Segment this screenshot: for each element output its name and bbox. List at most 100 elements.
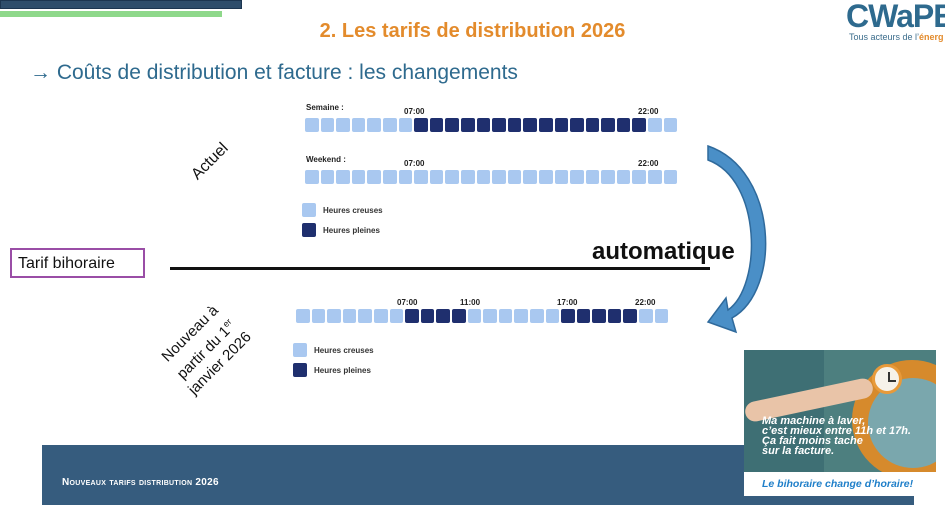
weekday-hours-row <box>305 118 677 132</box>
weekday-hour-cell-21 <box>632 118 646 132</box>
cwape-logo: CWaPE Tous acteurs de l’énerg <box>846 2 945 42</box>
weekday-hour-cell-22 <box>648 118 662 132</box>
weekday-hour-cell-7 <box>414 118 428 132</box>
weekday-hour-cell-10 <box>461 118 475 132</box>
weekday-hour-cell-5 <box>383 118 397 132</box>
weekend-hour-cell-13 <box>508 170 522 184</box>
new-hour-cell-17 <box>561 309 575 323</box>
new-hour-cell-16 <box>546 309 560 323</box>
footer-text: Nouveaux tarifs distribution 2026 <box>62 477 219 488</box>
ad-tagline: Le bihoraire change d’horaire! <box>762 478 913 490</box>
ad-message: Ma machine à laver, c’est mieux entre 11… <box>762 416 934 456</box>
new-hour-cell-10 <box>452 309 466 323</box>
new-hour-cell-23 <box>655 309 669 323</box>
weekday-hour-cell-16 <box>555 118 569 132</box>
clock-icon <box>872 364 902 394</box>
weekday-hour-cell-8 <box>430 118 444 132</box>
weekend-hour-cell-8 <box>430 170 444 184</box>
weekday-hour-cell-2 <box>336 118 350 132</box>
peak-swatch <box>302 223 316 237</box>
weekend-hour-cell-18 <box>586 170 600 184</box>
new-hour-cell-7 <box>405 309 419 323</box>
weekday-label: Semaine : <box>306 103 344 112</box>
weekday-hour-cell-23 <box>664 118 678 132</box>
weekend-hour-cell-2 <box>336 170 350 184</box>
new-hour-cell-1 <box>312 309 326 323</box>
new-time-3: 17:00 <box>557 298 577 307</box>
new-hour-cell-19 <box>592 309 606 323</box>
new-hour-cell-12 <box>483 309 497 323</box>
offpeak-swatch <box>293 343 307 357</box>
peak-swatch <box>293 363 307 377</box>
weekend-hour-cell-4 <box>367 170 381 184</box>
new-hour-cell-2 <box>327 309 341 323</box>
weekend-hour-cell-20 <box>617 170 631 184</box>
weekend-hour-cell-0 <box>305 170 319 184</box>
weekend-hour-cell-21 <box>632 170 646 184</box>
new-label: Nouveau à partir du 1er janvier 2026 <box>137 281 272 416</box>
weekday-hour-cell-15 <box>539 118 553 132</box>
weekday-start-time: 07:00 <box>404 107 424 116</box>
weekend-hour-cell-9 <box>445 170 459 184</box>
top-bar-dark <box>0 0 242 9</box>
weekday-hour-cell-6 <box>399 118 413 132</box>
washing-machine-ad: Ma machine à laver, c’est mieux entre 11… <box>744 350 936 496</box>
new-hour-cell-6 <box>390 309 404 323</box>
weekend-hour-cell-5 <box>383 170 397 184</box>
weekday-hour-cell-4 <box>367 118 381 132</box>
top-bar-green <box>0 11 222 17</box>
new-legend-offpeak: Heures creuses <box>293 343 374 357</box>
weekday-hour-cell-1 <box>321 118 335 132</box>
new-legend-peak: Heures pleines <box>293 363 371 377</box>
weekend-hour-cell-3 <box>352 170 366 184</box>
new-hour-cell-20 <box>608 309 622 323</box>
logo-tagline: Tous acteurs de l’énerg <box>849 32 944 42</box>
weekend-hour-cell-22 <box>648 170 662 184</box>
new-hour-cell-13 <box>499 309 513 323</box>
weekend-hour-cell-11 <box>477 170 491 184</box>
weekend-hour-cell-15 <box>539 170 553 184</box>
weekend-hour-cell-23 <box>664 170 678 184</box>
new-hours-row <box>296 309 668 323</box>
weekend-hour-cell-7 <box>414 170 428 184</box>
new-hour-cell-0 <box>296 309 310 323</box>
new-hour-cell-21 <box>623 309 637 323</box>
new-time-4: 22:00 <box>635 298 655 307</box>
new-hour-cell-22 <box>639 309 653 323</box>
new-hour-cell-3 <box>343 309 357 323</box>
weekend-end-time: 22:00 <box>638 159 658 168</box>
weekday-hour-cell-9 <box>445 118 459 132</box>
divider-line <box>170 267 710 270</box>
weekend-hour-cell-19 <box>601 170 615 184</box>
weekend-hour-cell-6 <box>399 170 413 184</box>
new-hour-cell-9 <box>436 309 450 323</box>
new-hour-cell-4 <box>358 309 372 323</box>
current-label: Actuel <box>182 134 238 190</box>
weekday-hour-cell-12 <box>492 118 506 132</box>
offpeak-swatch <box>302 203 316 217</box>
weekday-hour-cell-13 <box>508 118 522 132</box>
new-time-1: 07:00 <box>397 298 417 307</box>
logo-word: CWaPE <box>846 2 945 35</box>
new-time-2: 11:00 <box>460 298 480 307</box>
weekday-hour-cell-3 <box>352 118 366 132</box>
slide-title: 2. Les tarifs de distribution 2026 <box>0 20 945 43</box>
weekday-end-time: 22:00 <box>638 107 658 116</box>
weekend-hours-row <box>305 170 677 184</box>
weekday-hour-cell-11 <box>477 118 491 132</box>
weekday-hour-cell-17 <box>570 118 584 132</box>
weekend-label: Weekend : <box>306 155 346 164</box>
new-hour-cell-8 <box>421 309 435 323</box>
weekend-hour-cell-17 <box>570 170 584 184</box>
weekday-hour-cell-20 <box>617 118 631 132</box>
weekend-hour-cell-1 <box>321 170 335 184</box>
new-hour-cell-14 <box>514 309 528 323</box>
curved-arrow-icon <box>700 140 780 340</box>
weekday-hour-cell-18 <box>586 118 600 132</box>
new-hour-cell-18 <box>577 309 591 323</box>
new-hour-cell-15 <box>530 309 544 323</box>
new-hour-cell-11 <box>468 309 482 323</box>
tariff-bihoraire-box: Tarif bihoraire <box>10 248 145 278</box>
weekend-hour-cell-10 <box>461 170 475 184</box>
weekday-hour-cell-0 <box>305 118 319 132</box>
